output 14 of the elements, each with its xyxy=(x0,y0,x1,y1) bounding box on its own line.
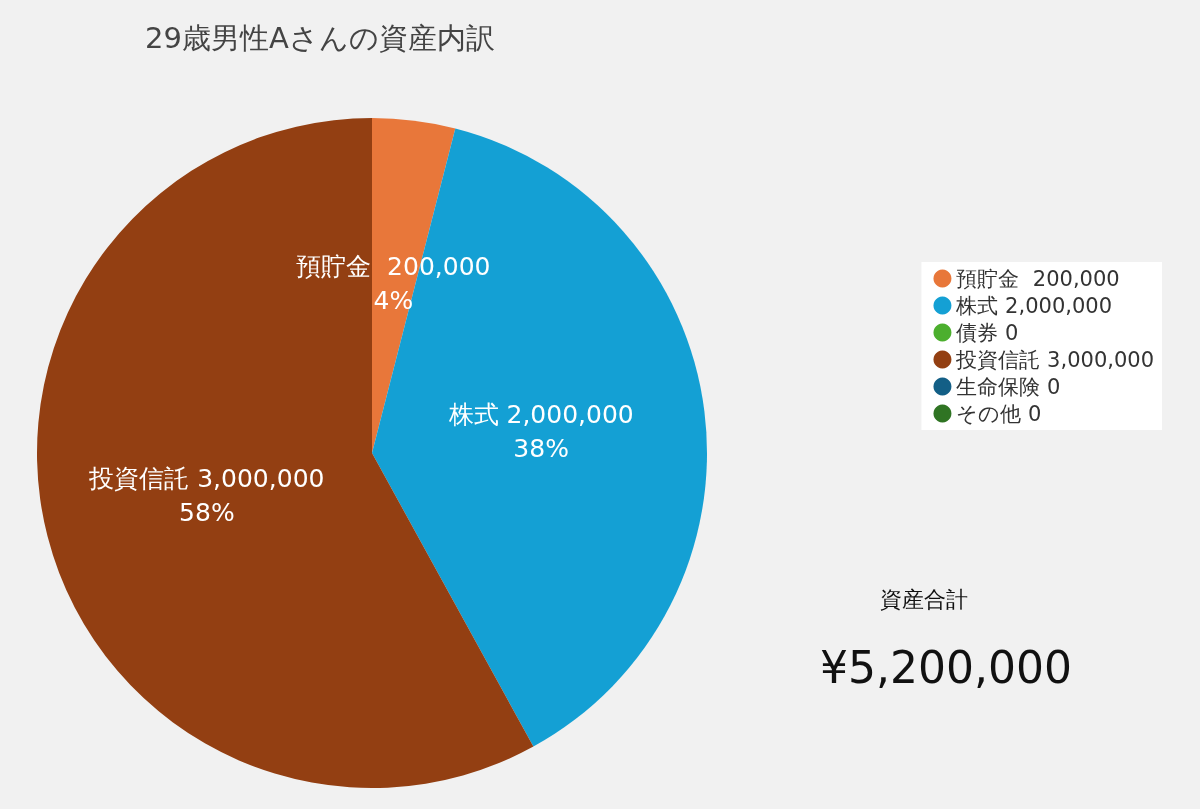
chart-title: 29歳男性Aさんの資産内訳 xyxy=(145,20,495,55)
legend-label: 生命保険 0 xyxy=(956,374,1061,399)
legend-label: その他 0 xyxy=(956,401,1042,426)
legend-label: 預貯金 200,000 xyxy=(956,266,1120,291)
legend-label: 投資信託 3,000,000 xyxy=(955,347,1155,372)
legend-label: 債券 0 xyxy=(956,320,1019,345)
slice-label: 株式 2,000,000 xyxy=(447,400,634,430)
data-label: 4% xyxy=(373,286,414,316)
data-label: 38% xyxy=(513,434,569,464)
text: 資産合計 xyxy=(880,586,968,612)
slice-label: 投資信託 3,000,000 xyxy=(88,463,325,493)
data-label: 58% xyxy=(179,497,235,527)
text: ¥5,200,000 xyxy=(820,641,1072,693)
legend-label: 株式 2,000,000 xyxy=(955,293,1113,318)
